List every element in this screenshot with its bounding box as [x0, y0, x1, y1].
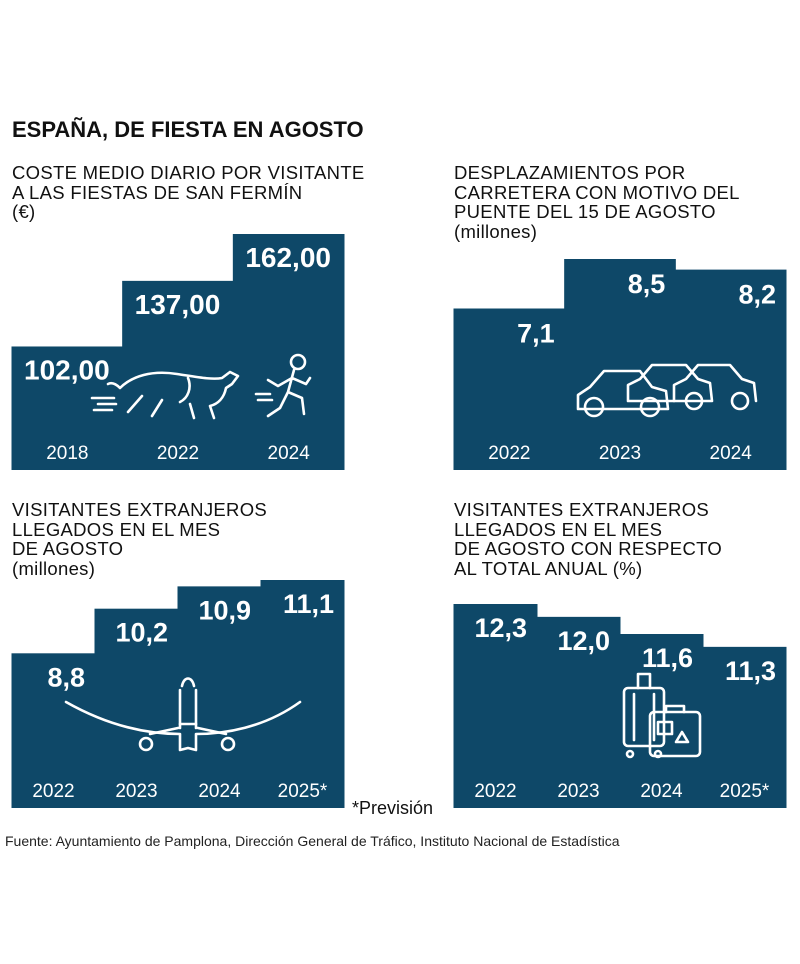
chart-1-title-line: (€): [12, 201, 36, 222]
value-label: 11,6: [642, 643, 693, 673]
value-label: 8,5: [628, 269, 666, 299]
chart-3-title-line: VISITANTES EXTRANJEROS: [12, 499, 268, 520]
category-label: 2025*: [720, 781, 770, 802]
category-label: 2025*: [278, 781, 328, 802]
chart-1-title-line: COSTE MEDIO DIARIO POR VISITANTE: [12, 162, 365, 183]
value-label: 162,00: [245, 242, 331, 273]
bull-and-runner-icon: [90, 353, 312, 420]
bar: [94, 608, 179, 808]
chart-4-title-line: VISITANTES EXTRANJEROS: [454, 499, 710, 520]
bar: [11, 346, 124, 470]
category-label: 2022: [157, 443, 199, 464]
category-label: 2024: [710, 443, 753, 464]
value-label: 11,1: [283, 589, 334, 619]
chart-4-august-share: 12,3 2022 12,0 2023 11,6 2024 11,3 2025*: [453, 604, 787, 808]
source-text: Fuente: Ayuntamiento de Pamplona, Direcc…: [5, 833, 620, 849]
value-label: 11,3: [725, 656, 776, 686]
page-title: ESPAÑA, DE FIESTA EN AGOSTO: [12, 117, 364, 142]
value-label: 8,2: [738, 280, 776, 310]
airplane-icon: [64, 677, 302, 752]
bar: [11, 653, 96, 808]
chart-2-title-line: DESPLAZAMIENTOS POR: [454, 162, 686, 183]
cars-icon: [576, 363, 758, 418]
category-label: 2024: [640, 781, 683, 802]
bar: [232, 234, 345, 470]
category-label: 2018: [46, 443, 88, 464]
bar: [177, 586, 262, 808]
value-label: 102,00: [24, 354, 110, 385]
value-label: 8,8: [47, 662, 85, 692]
bars: [11, 580, 345, 808]
value-label: 7,1: [517, 319, 555, 349]
category-label: 2022: [474, 781, 516, 802]
chart-3-title: VISITANTES EXTRANJEROS LLEGADOS EN EL ME…: [12, 500, 267, 578]
category-label: 2023: [599, 443, 641, 464]
chart-4-title-line: AL TOTAL ANUAL (%): [454, 557, 643, 579]
chart-2-title-line: PUENTE DEL 15 DE AGOSTO: [454, 201, 716, 222]
chart-3-title-line: DE AGOSTO: [12, 538, 124, 559]
bar: [453, 308, 566, 470]
category-label: 2023: [557, 781, 599, 802]
chart-2-road-trips: 7,1 2022 8,5 2023 8,2 2024: [453, 259, 787, 470]
category-label: 2022: [488, 443, 530, 464]
bars: [453, 259, 787, 470]
value-label: 12,0: [557, 626, 610, 656]
chart-4-title-line: DE AGOSTO CON RESPECTO: [454, 538, 723, 559]
bar: [453, 604, 538, 808]
chart-3-foreign-visitors: 8,8 2022 10,2 2023 10,9 2024 11,1 2025*: [11, 580, 345, 808]
forecast-note: *Previsión: [352, 798, 434, 818]
chart-3-title-line: (millones): [12, 557, 96, 579]
bar: [260, 580, 345, 808]
chart-1-san-fermin-cost: 102,00 2018 137,00 2022 162,00 2024: [11, 234, 345, 470]
category-label: 2023: [115, 781, 157, 802]
value-label: 10,2: [115, 618, 168, 648]
chart-1-title: COSTE MEDIO DIARIO POR VISITANTE A LAS F…: [12, 163, 365, 222]
chart-4-title: VISITANTES EXTRANJEROS LLEGADOS EN EL ME…: [454, 500, 722, 578]
category-label: 2024: [268, 443, 311, 464]
suitcases-icon: [622, 672, 702, 759]
chart-1-title-line: A LAS FIESTAS DE SAN FERMÍN: [12, 181, 303, 203]
value-label: 12,3: [474, 613, 527, 643]
chart-2-title-line: CARRETERA CON MOTIVO DEL: [454, 181, 740, 203]
chart-2-title-line: (millones): [454, 220, 538, 242]
chart-4-title-line: LLEGADOS EN EL MES: [454, 518, 663, 540]
bar: [702, 646, 787, 808]
chart-2-title: DESPLAZAMIENTOS POR CARRETERA CON MOTIVO…: [454, 163, 740, 241]
bar: [536, 616, 621, 808]
category-label: 2024: [198, 781, 241, 802]
chart-3-title-line: LLEGADOS EN EL MES: [12, 518, 221, 540]
value-label: 137,00: [135, 289, 221, 320]
value-label: 10,9: [198, 595, 251, 625]
category-label: 2022: [32, 781, 74, 802]
